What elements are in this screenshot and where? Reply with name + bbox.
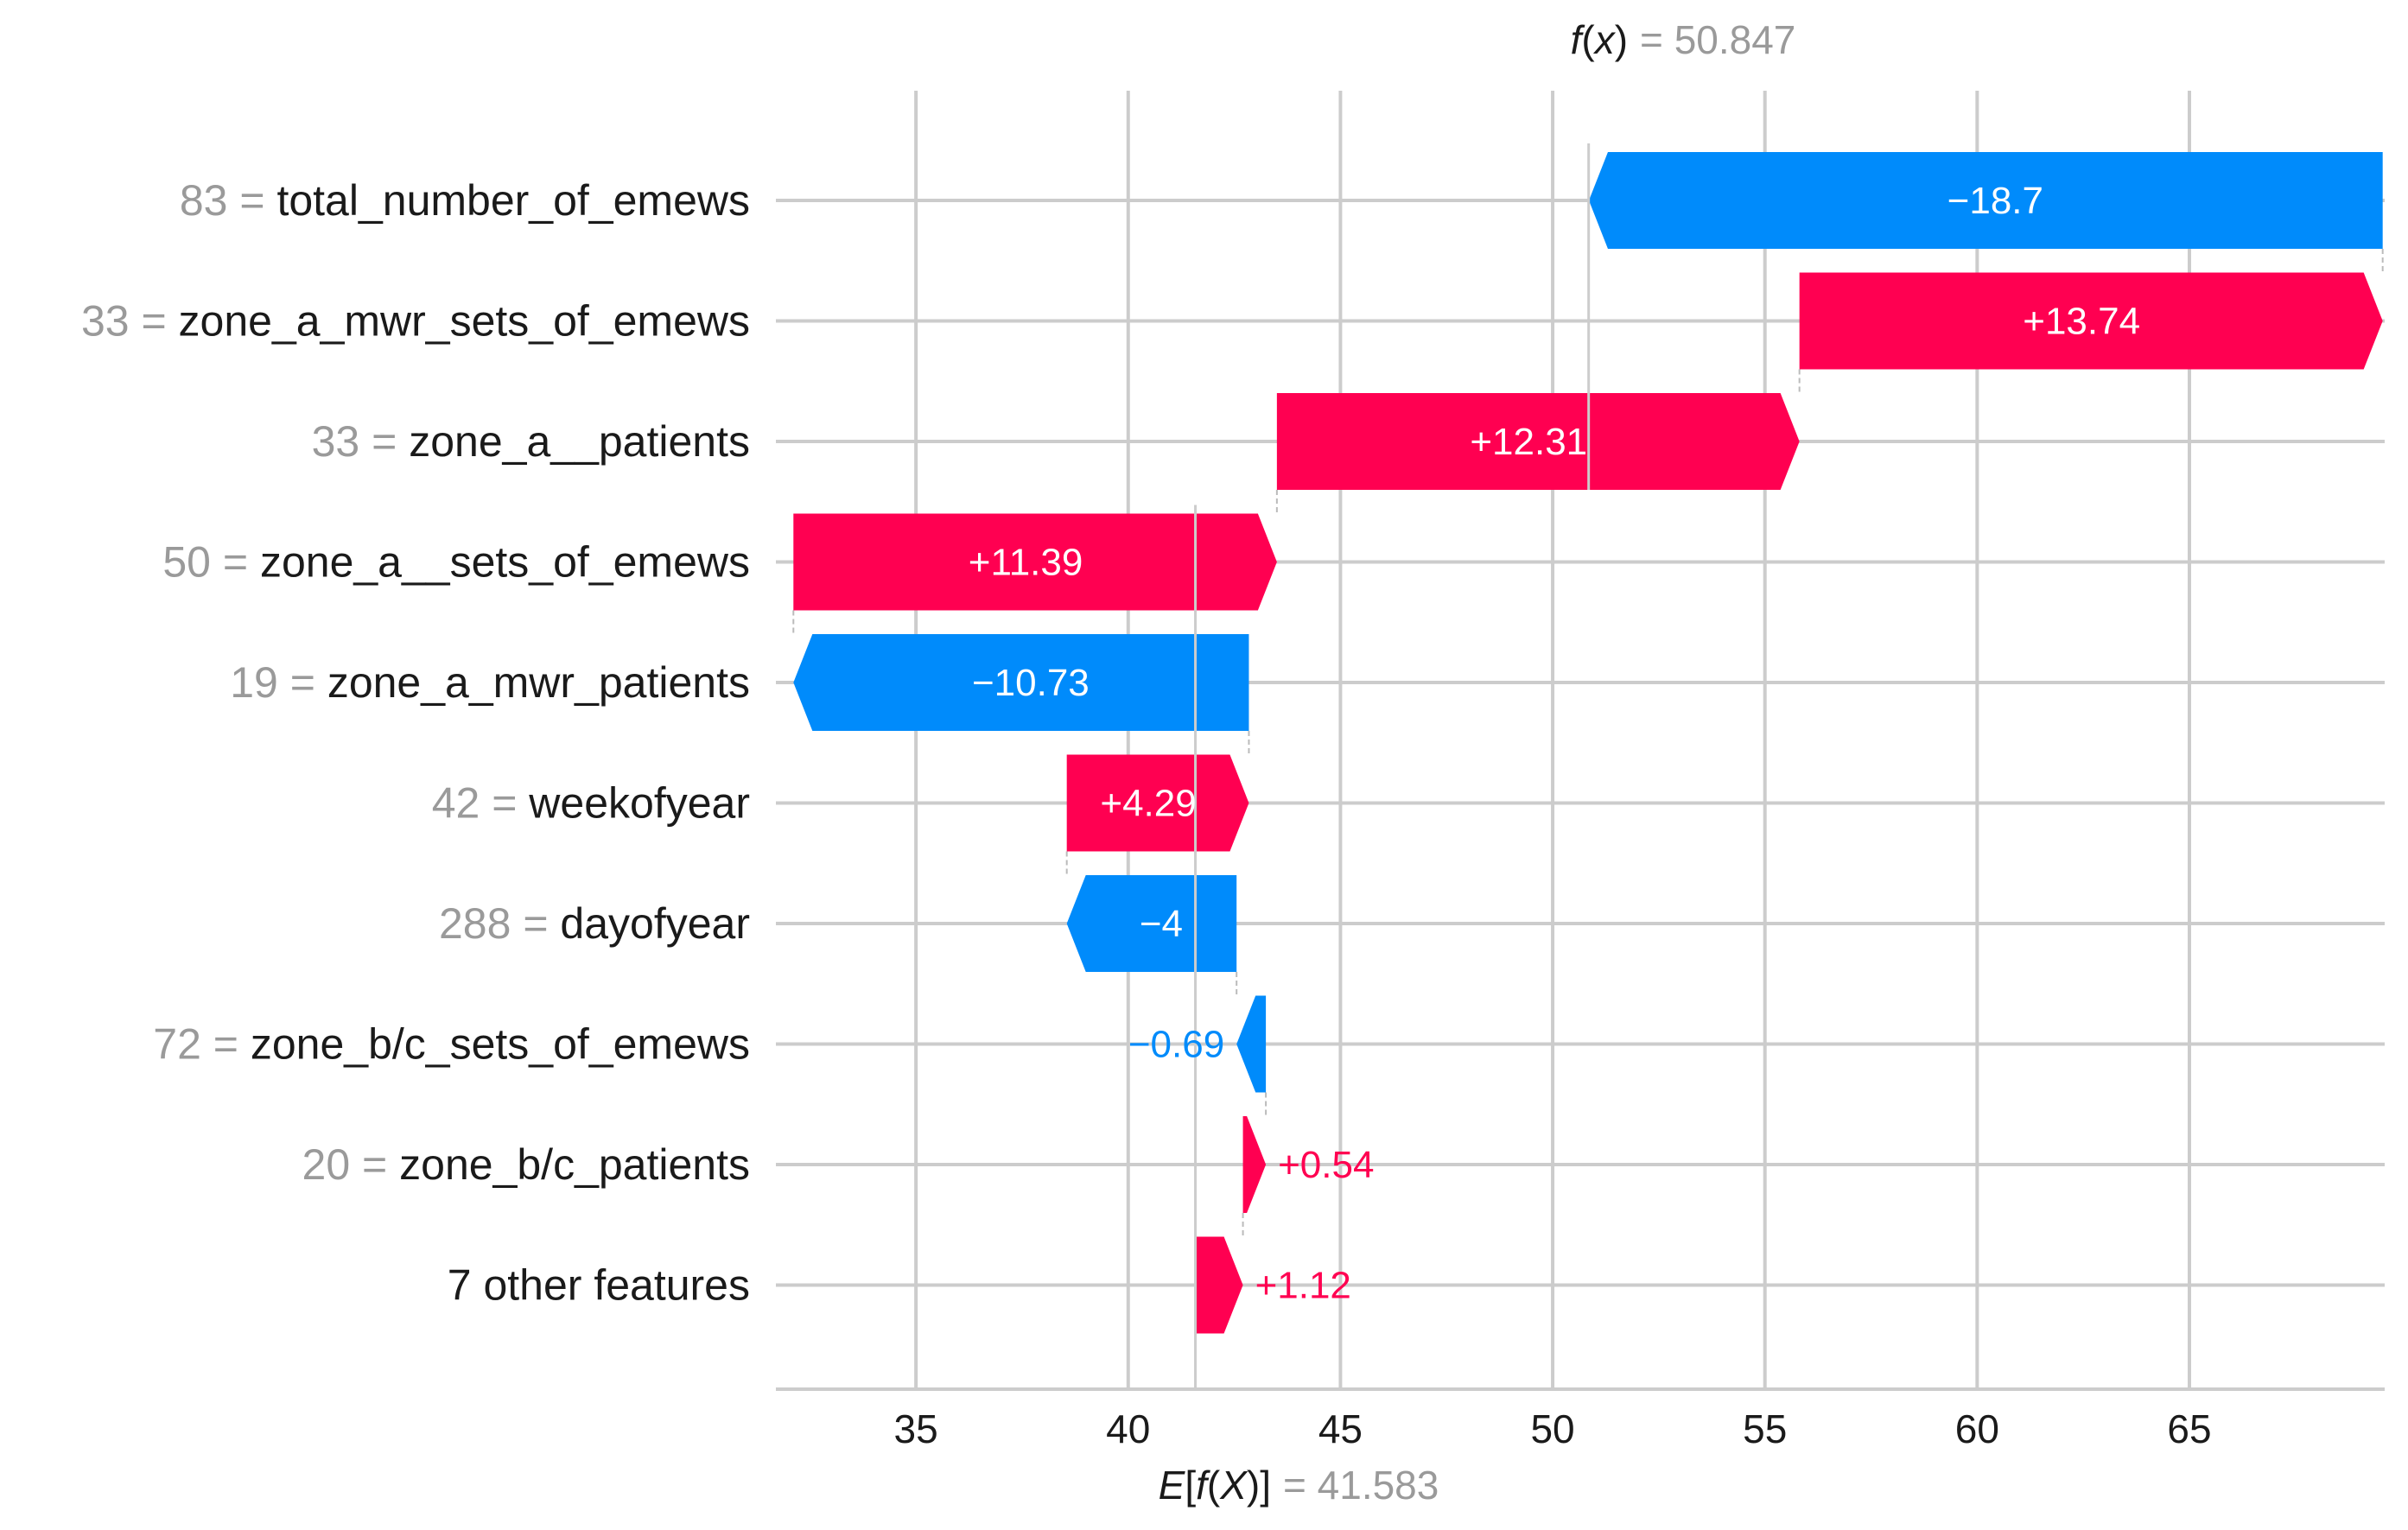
- feature-value-5: 42 =: [432, 779, 530, 828]
- feature-label-4: 19 = zone_a_mwr_patients: [230, 658, 750, 707]
- feature-value-7: 72 =: [153, 1020, 251, 1069]
- bar-3: [793, 513, 1277, 611]
- feature-name-8: zone_b/c_patients: [399, 1140, 750, 1189]
- feature-value-8: 20 =: [302, 1140, 400, 1189]
- feature-label-7: 72 = zone_b/c_sets_of_emews: [153, 1020, 750, 1069]
- feature-label-8: 20 = zone_b/c_patients: [302, 1140, 750, 1189]
- bar-label-6: −4: [1140, 903, 1183, 945]
- base-and-final-lines: [1194, 143, 1591, 1389]
- bar-label-3: +11.39: [969, 542, 1083, 584]
- bar-9: [1195, 1236, 1243, 1334]
- feature-name-6: dayofyear: [560, 899, 750, 948]
- x-tick-label-40: 40: [1106, 1406, 1150, 1451]
- feature-name-3: zone_a__sets_of_emews: [260, 538, 750, 587]
- bar-7: [1236, 995, 1267, 1093]
- bars: [793, 152, 2383, 1334]
- bar-labels: −18.7 +13.74 +12.31 +11.39 −10.73 +4.29 −4 −0.6…: [969, 180, 2140, 1307]
- feature-value-1: 33 =: [81, 297, 179, 346]
- feature-name-7: zone_b/c_sets_of_emews: [251, 1020, 750, 1069]
- final-value-text: 50.847: [1674, 17, 1796, 62]
- feature-label-0: 83 = total_number_of_emews: [180, 176, 750, 225]
- feature-name-1: zone_a_mwr_sets_of_emews: [179, 297, 750, 346]
- x-tick-label-60: 60: [1955, 1406, 1999, 1451]
- bar-label-5: +4.29: [1100, 783, 1196, 825]
- feature-labels: 83 = total_number_of_emews 33 = zone_a_mw…: [81, 176, 750, 1310]
- feature-label-3: 50 = zone_a__sets_of_emews: [162, 538, 750, 587]
- x-tick-label-35: 35: [894, 1406, 938, 1451]
- annotations: f(x) = 50.847 E[f(X)] = 41.583: [1159, 17, 1796, 1508]
- connectors: [792, 249, 2384, 1237]
- feature-name-4: zone_a_mwr_patients: [327, 658, 750, 707]
- feature-label-9: 7 other features: [448, 1261, 750, 1310]
- bar-label-4: −10.73: [972, 662, 1090, 704]
- bar-label-7: −0.69: [1128, 1024, 1224, 1066]
- feature-label-5: 42 = weekofyear: [432, 779, 750, 828]
- bar-label-1: +13.74: [2023, 301, 2140, 343]
- feature-name-2: zone_a__patients: [409, 417, 750, 466]
- base-value-annotation: E[f(X)] = 41.583: [1159, 1463, 1439, 1508]
- feature-name-5: weekofyear: [528, 779, 750, 828]
- x-tick-label-65: 65: [2167, 1406, 2211, 1451]
- feature-label-2: 33 = zone_a__patients: [312, 417, 750, 466]
- feature-name-9: 7 other features: [448, 1261, 750, 1310]
- feature-value-0: 83 =: [180, 176, 277, 225]
- bar-label-2: +12.31: [1470, 421, 1587, 463]
- feature-value-6: 288 =: [439, 899, 560, 948]
- feature-label-6: 288 = dayofyear: [439, 899, 750, 948]
- feature-value-3: 50 =: [162, 538, 260, 587]
- feature-value-2: 33 =: [312, 417, 410, 466]
- base-value-text: 41.583: [1318, 1463, 1439, 1508]
- bar-2: [1276, 393, 1800, 490]
- bar-label-0: −18.7: [1947, 180, 2043, 222]
- x-tick-label-55: 55: [1743, 1406, 1787, 1451]
- bar-label-8: +0.54: [1278, 1144, 1374, 1186]
- bar-0: [1588, 152, 2383, 249]
- bar-1: [1799, 272, 2383, 370]
- feature-label-1: 33 = zone_a_mwr_sets_of_emews: [81, 297, 750, 346]
- x-axis: 35 40 45 50 55 60 65: [776, 1387, 2385, 1451]
- x-tick-label-45: 45: [1318, 1406, 1363, 1451]
- bar-8: [1242, 1116, 1267, 1213]
- bar-4: [793, 634, 1249, 731]
- feature-name-0: total_number_of_emews: [276, 176, 750, 225]
- bar-label-9: +1.12: [1255, 1265, 1351, 1307]
- feature-value-4: 19 =: [230, 658, 327, 707]
- x-tick-label-50: 50: [1530, 1406, 1574, 1451]
- bar-5: [1066, 754, 1249, 852]
- final-value-annotation: f(x) = 50.847: [1571, 17, 1796, 62]
